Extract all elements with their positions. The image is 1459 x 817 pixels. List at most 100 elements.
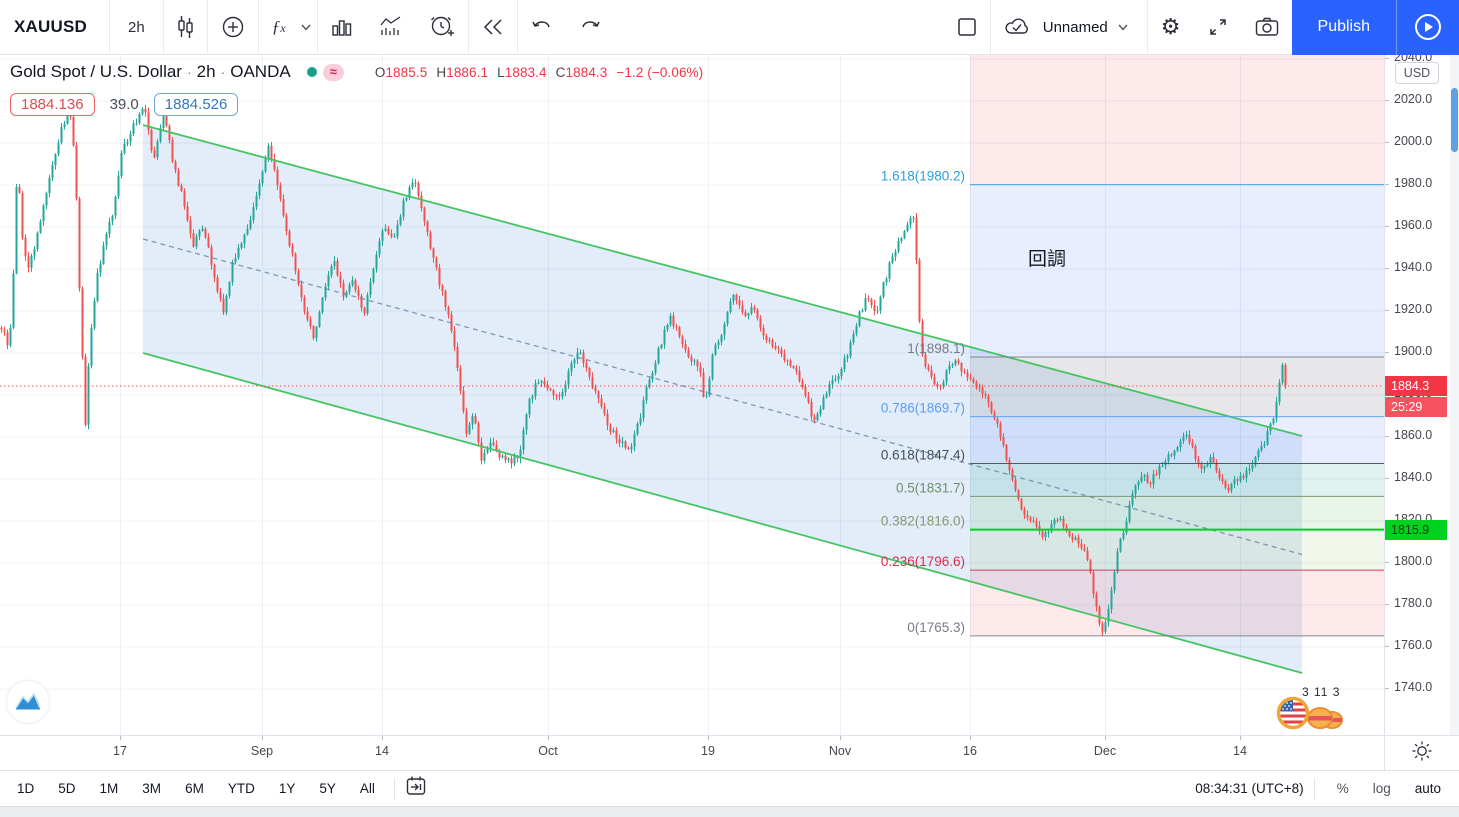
symbol-button[interactable]: XAUUSD: [14, 17, 87, 36]
toolbar-separator: [162, 0, 164, 55]
alert-price-tag: 1815.9: [1385, 519, 1447, 540]
gear-icon: ⚙: [1160, 14, 1181, 39]
publish-button[interactable]: Publish: [1317, 18, 1370, 35]
fib-level-label[interactable]: 0(1765.3): [907, 620, 965, 635]
legend-interval[interactable]: 2h: [196, 62, 216, 81]
time-axis-label[interactable]: Nov: [828, 744, 852, 758]
fib-level-label[interactable]: 1.618(1980.2): [881, 169, 965, 184]
bar-countdown-tag: 25:29: [1385, 396, 1447, 417]
low-label: L: [497, 64, 505, 80]
time-axis-label[interactable]: Dec: [1093, 744, 1117, 758]
price-spread-value: 39.0: [109, 96, 139, 113]
fib-level-label[interactable]: 0.236(1796.6): [881, 554, 965, 569]
fib-level-label[interactable]: 0.5(1831.7): [896, 480, 965, 495]
change-value: −1.2 (−0.06%): [616, 64, 704, 80]
session-clock[interactable]: 08:34:31 (UTC+8): [1195, 781, 1304, 796]
fib-level-label[interactable]: 0.786(1869.7): [881, 401, 965, 416]
settings-button[interactable]: ⚙: [1148, 0, 1194, 54]
auto-scale-button[interactable]: auto: [1414, 781, 1441, 796]
bottombar-right-group: 08:34:31 (UTC+8) % log auto: [1195, 777, 1459, 800]
mountain-chart-icon: [14, 689, 42, 716]
time-axis[interactable]: 17 Sep 14 Oct 19 Nov 16 Dec 14: [0, 735, 1384, 770]
market-status-dot-icon[interactable]: [306, 67, 317, 77]
chart-type-button[interactable]: [164, 0, 207, 54]
time-axis-tick: [970, 736, 971, 740]
legend-separator: ·: [220, 64, 226, 80]
currency-toggle-button[interactable]: USD: [1395, 62, 1439, 84]
toolbar-separator: [1146, 0, 1148, 55]
price-axis[interactable]: USD 1884.3 25:29 1815.9 2040.0 2020.0 2000…: [1384, 55, 1450, 735]
toolbar-separator: [467, 0, 469, 55]
range-button-1y[interactable]: 1Y: [278, 781, 296, 796]
time-axis-label[interactable]: 16: [963, 744, 977, 758]
page-scrollbar-track[interactable]: [1450, 55, 1459, 817]
candlestick-icon: [177, 15, 194, 39]
bottombar-separator: [393, 777, 395, 800]
range-button-5y[interactable]: 5Y: [319, 781, 336, 796]
go-to-date-button[interactable]: [405, 775, 427, 802]
range-button-5d[interactable]: 5D: [58, 781, 76, 796]
close-label: C: [555, 64, 566, 80]
publish-play-button[interactable]: [1397, 14, 1459, 40]
time-axis-label[interactable]: 14: [1233, 744, 1247, 758]
forecast-button[interactable]: [366, 0, 416, 54]
fx-indicators-icon: ƒx: [271, 17, 286, 36]
log-scale-button[interactable]: log: [1372, 781, 1391, 796]
time-axis-label[interactable]: 14: [375, 744, 389, 758]
toolbar-separator: [109, 0, 110, 55]
bottombar-separator: [1313, 777, 1315, 800]
percent-scale-button[interactable]: %: [1336, 781, 1349, 796]
cloud-check-icon: [1004, 17, 1031, 37]
save-layout-button[interactable]: Unnamed: [991, 0, 1147, 54]
indicators-button[interactable]: ƒx: [259, 0, 299, 54]
chevron-down-icon: [1116, 24, 1134, 31]
fib-level-label[interactable]: 1(1898.1): [907, 341, 965, 356]
toolbar-right-group: Unnamed ⚙ Publish: [944, 0, 1459, 55]
fullscreen-arrows-icon: [1207, 16, 1229, 38]
price-label-box-blue[interactable]: 1884.526: [153, 93, 239, 116]
indicator-templates-button[interactable]: [318, 0, 366, 54]
fib-level-label[interactable]: 0.618(1847.4): [881, 447, 965, 462]
replay-button[interactable]: [469, 0, 517, 54]
time-axis-tick: [548, 736, 549, 740]
time-axis-label[interactable]: Oct: [538, 744, 558, 758]
compare-button[interactable]: [208, 0, 258, 54]
range-button-ytd[interactable]: YTD: [227, 781, 255, 796]
price-label-box-red[interactable]: 1884.136: [10, 93, 95, 116]
approx-price-badge[interactable]: ≈: [322, 63, 344, 81]
time-axis-tick: [262, 736, 263, 740]
time-axis-label[interactable]: 19: [701, 744, 715, 758]
window-bottom-strip: [0, 806, 1459, 817]
fullscreen-button[interactable]: [1194, 0, 1242, 54]
layout-name-label: Unnamed: [1042, 18, 1108, 36]
range-button-1d[interactable]: 1D: [17, 781, 35, 796]
range-button-3m[interactable]: 3M: [142, 781, 162, 796]
redo-button[interactable]: [566, 0, 614, 54]
theme-sun-icon[interactable]: [1411, 740, 1433, 767]
layout-button[interactable]: [944, 0, 990, 54]
legend-symbol-title[interactable]: Gold Spot / U.S. Dollar: [10, 62, 182, 81]
snapshot-button[interactable]: [1242, 0, 1292, 54]
chart-text-annotation[interactable]: 回調: [1028, 249, 1067, 270]
undo-button[interactable]: [518, 0, 566, 54]
time-axis-label[interactable]: 17: [113, 744, 127, 758]
interval-button[interactable]: 2h: [128, 18, 145, 36]
bottom-toolbar: 1D 5D 1M 3M 6M YTD 1Y 5Y All 08:34:31 (UTC+8) % …: [0, 770, 1459, 806]
page-scrollbar-thumb[interactable]: [1451, 88, 1458, 152]
chart-pane[interactable]: 1.618(1980.2) 1(1898.1) 0.786(1869.7) 0.618…: [0, 55, 1384, 735]
chart-style-logo-button[interactable]: [6, 680, 50, 724]
rewind-icon: [482, 18, 504, 36]
range-button-all[interactable]: All: [359, 781, 375, 796]
camera-icon: [1255, 17, 1279, 37]
toolbar-separator: [206, 0, 208, 55]
indicators-dropdown-chevron[interactable]: [299, 0, 317, 54]
time-axis-tick: [708, 736, 709, 740]
plus-circle-icon: [221, 15, 245, 39]
time-axis-tick: [1240, 736, 1241, 740]
price-chart-canvas[interactable]: 1.618(1980.2) 1(1898.1) 0.786(1869.7) 0.618…: [0, 55, 1384, 735]
time-axis-label[interactable]: Sep: [250, 744, 274, 758]
range-button-6m[interactable]: 6M: [185, 781, 204, 796]
range-button-1m[interactable]: 1M: [99, 781, 119, 796]
alert-button[interactable]: [416, 0, 468, 54]
fib-level-label[interactable]: 0.382(1816.0): [881, 513, 965, 528]
